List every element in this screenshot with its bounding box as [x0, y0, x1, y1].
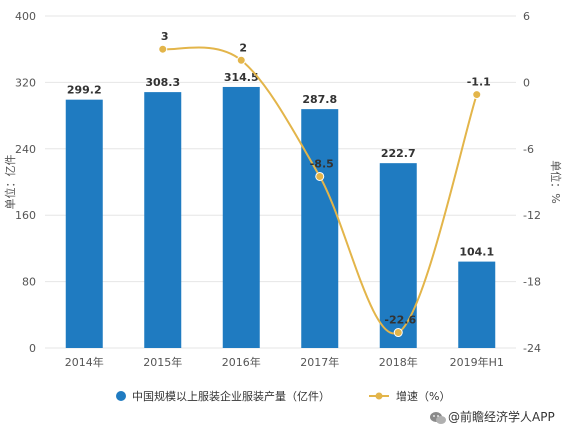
right-axis-ticks: 6 0 -6 -12 -18 -24: [523, 10, 541, 355]
left-tick-label: 400: [15, 10, 36, 23]
x-axis-ticks: 2014年 2015年 2016年 2017年 2018年 2019年H1: [65, 355, 504, 369]
growth-line: 3 2 -8.5 -22.6 -1.1: [158, 30, 491, 338]
wechat-icon: [430, 412, 446, 424]
source-attribution: @前瞻经济学人APP: [430, 409, 555, 424]
x-tick-label: 2018年: [379, 355, 418, 369]
right-tick-label: 0: [523, 76, 530, 89]
right-tick-label: -12: [523, 209, 541, 222]
bar-labels: 299.2 308.3 314.5 287.8 222.7 104.1: [67, 71, 494, 259]
right-tick-label: 6: [523, 10, 530, 23]
legend-bar-label: 中国规模以上服装企业服装产量（亿件）: [132, 389, 330, 403]
right-tick-label: -24: [523, 342, 541, 355]
growth-value-label: -8.5: [310, 157, 334, 170]
bar: [301, 109, 339, 348]
bar: [65, 99, 103, 348]
growth-value-label: -1.1: [467, 76, 491, 89]
right-axis-label: 单位：%: [549, 160, 563, 203]
growth-point: [236, 55, 246, 65]
source-text: @前瞻经济学人APP: [448, 409, 555, 424]
legend-line-dot: [375, 392, 383, 400]
growth-point: [393, 328, 403, 338]
growth-value-label: 3: [161, 30, 169, 43]
growth-point: [315, 171, 325, 181]
right-tick-label: -18: [523, 276, 541, 289]
grid: [45, 15, 516, 349]
left-tick-label: 240: [15, 143, 36, 156]
left-tick-label: 320: [15, 76, 36, 89]
bar-value-label: 314.5: [224, 71, 259, 84]
bar: [458, 261, 496, 348]
bar-value-label: 308.3: [145, 76, 180, 89]
legend-line-label: 增速（%）: [396, 389, 450, 403]
x-tick-label: 2019年H1: [450, 355, 504, 369]
right-tick-label: -6: [523, 143, 534, 156]
left-tick-label: 160: [15, 209, 36, 222]
bar-value-label: 287.8: [302, 93, 337, 106]
growth-value-label: 2: [239, 41, 247, 54]
bar: [144, 92, 182, 349]
bar-value-label: 222.7: [381, 147, 416, 160]
legend: 中国规模以上服装企业服装产量（亿件） 增速（%）: [116, 389, 450, 403]
growth-line-path: [162, 46, 478, 335]
x-tick-label: 2014年: [65, 355, 104, 369]
growth-value-label: -22.6: [384, 314, 416, 327]
left-axis-label: 单位：亿件: [3, 155, 17, 210]
growth-point: [472, 90, 482, 100]
legend-bar-marker: [116, 391, 126, 401]
bar-value-label: 104.1: [459, 246, 494, 259]
x-tick-label: 2016年: [222, 355, 261, 369]
left-axis-ticks: 0 80 160 240 320 400: [15, 10, 36, 355]
bar: [222, 86, 260, 348]
x-tick-label: 2015年: [143, 355, 182, 369]
bars: [65, 86, 496, 349]
left-tick-label: 0: [29, 342, 36, 355]
growth-point: [158, 44, 168, 54]
x-tick-label: 2017年: [300, 355, 339, 369]
bar-value-label: 299.2: [67, 84, 102, 97]
left-tick-label: 80: [22, 276, 36, 289]
